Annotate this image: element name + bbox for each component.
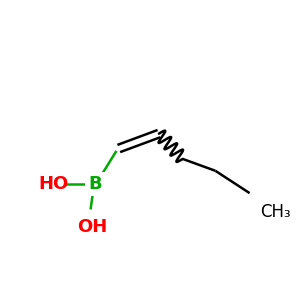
- Text: CH₃: CH₃: [260, 203, 291, 221]
- Text: HO: HO: [38, 175, 68, 193]
- Text: B: B: [88, 175, 102, 193]
- Text: OH: OH: [77, 218, 107, 236]
